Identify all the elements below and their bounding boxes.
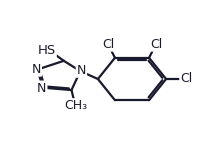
Text: HS: HS: [37, 44, 56, 57]
Text: CH₃: CH₃: [64, 99, 87, 112]
Text: N: N: [37, 82, 46, 94]
Text: N: N: [77, 64, 86, 77]
Text: Cl: Cl: [102, 38, 114, 51]
Text: Cl: Cl: [180, 73, 192, 85]
Text: Cl: Cl: [150, 38, 162, 51]
Text: N: N: [32, 63, 41, 76]
